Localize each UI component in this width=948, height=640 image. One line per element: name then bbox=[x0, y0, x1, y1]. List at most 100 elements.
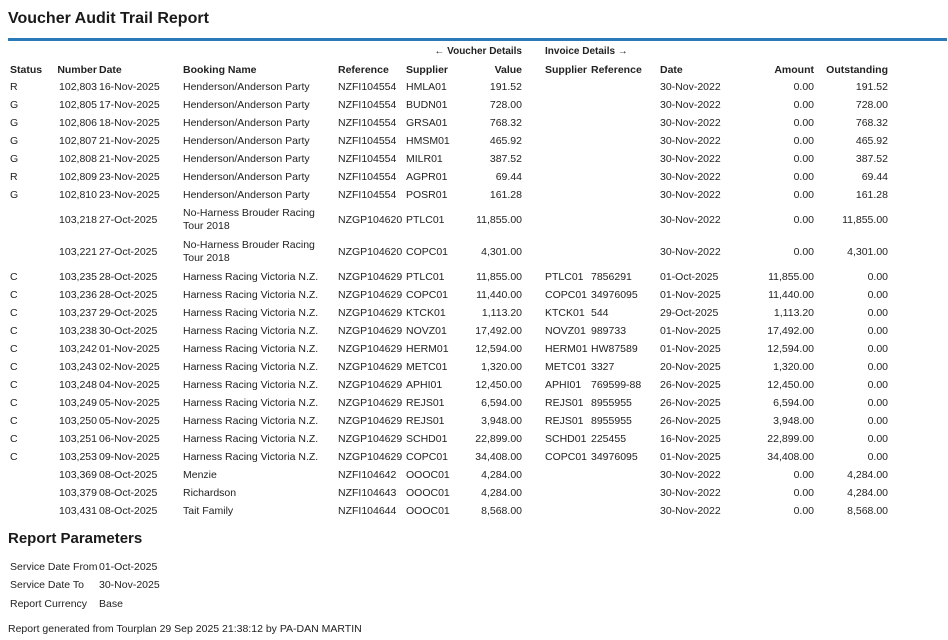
table-cell: 0.00 bbox=[867, 396, 888, 409]
table-cell: NZFI104554 bbox=[338, 80, 397, 93]
table-cell: Henderson/Anderson Party bbox=[183, 170, 310, 183]
table-cell: NZGP104620 bbox=[338, 245, 403, 258]
table-cell: PTLC01 bbox=[406, 213, 445, 226]
table-cell: 30-Nov-2022 bbox=[660, 504, 721, 517]
table-cell: Harness Racing Victoria N.Z. bbox=[183, 414, 319, 427]
table-cell: 4,284.00 bbox=[481, 468, 522, 481]
table-cell: 08-Oct-2025 bbox=[99, 468, 158, 481]
section-title: Report Parameters bbox=[8, 530, 143, 547]
table-cell: NZFI104554 bbox=[338, 116, 397, 129]
table-cell: AGPR01 bbox=[406, 170, 448, 183]
table-cell: 12,450.00 bbox=[475, 378, 522, 391]
table-cell: Henderson/Anderson Party bbox=[183, 98, 310, 111]
table-cell: NZFI104554 bbox=[338, 98, 397, 111]
group-header: ← Voucher Details bbox=[434, 45, 522, 57]
table-cell: Henderson/Anderson Party bbox=[183, 188, 310, 201]
table-cell: 30-Nov-2022 bbox=[660, 213, 721, 226]
table-cell: 103,243 bbox=[59, 360, 97, 373]
table-cell: 11,855.00 bbox=[842, 213, 888, 226]
table-cell: 769599-88 bbox=[591, 378, 642, 391]
table-cell: 12,594.00 bbox=[767, 342, 814, 355]
table-cell: 6,594.00 bbox=[481, 396, 522, 409]
table-cell: 8,568.00 bbox=[847, 504, 888, 517]
table-cell: NZGP104629 bbox=[338, 288, 403, 301]
table-cell: G bbox=[10, 116, 19, 129]
table-cell: Menzie bbox=[183, 468, 217, 481]
table-cell: NZGP104629 bbox=[338, 360, 403, 373]
table-cell: 0.00 bbox=[793, 170, 814, 183]
table-cell: 27-Oct-2025 bbox=[99, 245, 158, 258]
table-cell: 103,250 bbox=[59, 414, 97, 427]
table-cell: Harness Racing Victoria N.Z. bbox=[183, 396, 319, 409]
table-cell: 3,948.00 bbox=[773, 414, 814, 427]
table-cell: 387.52 bbox=[855, 152, 888, 165]
table-cell: C bbox=[10, 450, 18, 463]
table-cell: COPC01 bbox=[545, 288, 588, 301]
title-rule bbox=[8, 38, 947, 41]
table-cell: 22,899.00 bbox=[767, 432, 814, 445]
parameter-value: 01-Oct-2025 bbox=[99, 560, 158, 573]
table-cell: 768.32 bbox=[855, 116, 888, 129]
parameter-value: 30-Nov-2025 bbox=[99, 579, 160, 591]
table-cell: Harness Racing Victoria N.Z. bbox=[183, 342, 319, 355]
table-cell: C bbox=[10, 432, 18, 445]
column-header: Outstanding bbox=[826, 63, 888, 76]
column-header: Status bbox=[10, 63, 43, 76]
table-cell: 17-Nov-2025 bbox=[99, 98, 160, 111]
table-cell: 12,594.00 bbox=[475, 342, 522, 355]
table-cell: Henderson/Anderson Party bbox=[183, 80, 310, 93]
table-cell: C bbox=[10, 324, 18, 337]
table-cell: 30-Nov-2022 bbox=[660, 80, 721, 93]
table-cell: 0.00 bbox=[793, 486, 814, 499]
parameter-label: Service Date From bbox=[10, 560, 98, 573]
table-cell: NZFI104554 bbox=[338, 152, 397, 165]
table-cell: OOOC01 bbox=[406, 486, 450, 499]
table-cell: NZGP104629 bbox=[338, 378, 403, 391]
table-cell: 387.52 bbox=[489, 152, 522, 165]
table-cell: NZFI104554 bbox=[338, 134, 397, 147]
table-cell: C bbox=[10, 342, 18, 355]
table-cell: 103,251 bbox=[59, 432, 97, 445]
table-cell: REJS01 bbox=[406, 414, 445, 427]
table-cell: 0.00 bbox=[793, 116, 814, 129]
table-cell: 0.00 bbox=[793, 468, 814, 481]
table-cell: 34976095 bbox=[591, 288, 638, 301]
table-cell: 29-Oct-2025 bbox=[660, 306, 719, 319]
table-cell: C bbox=[10, 378, 18, 391]
table-cell: NZGP104629 bbox=[338, 324, 403, 337]
table-cell: 30-Oct-2025 bbox=[99, 324, 158, 337]
table-cell: 30-Nov-2022 bbox=[660, 98, 721, 111]
table-cell: C bbox=[10, 414, 18, 427]
column-header: Number bbox=[57, 63, 97, 76]
table-cell: 103,253 bbox=[59, 450, 97, 463]
table-cell: 0.00 bbox=[793, 504, 814, 517]
table-cell: 4,301.00 bbox=[481, 245, 522, 258]
table-cell: 103,218 bbox=[59, 213, 97, 226]
table-cell: NZGP104629 bbox=[338, 342, 403, 355]
column-header: Reference bbox=[338, 63, 389, 76]
table-cell: Henderson/Anderson Party bbox=[183, 152, 310, 165]
table-cell: 30-Nov-2022 bbox=[660, 116, 721, 129]
table-cell: 01-Oct-2025 bbox=[660, 270, 719, 283]
table-cell: 0.00 bbox=[793, 245, 814, 258]
table-cell: POSR01 bbox=[406, 188, 448, 201]
table-cell: 0.00 bbox=[867, 414, 888, 427]
table-cell: 102,808 bbox=[59, 152, 97, 165]
table-cell: NOVZ01 bbox=[406, 324, 447, 337]
table-cell: HMLA01 bbox=[406, 80, 447, 93]
table-cell: APHI01 bbox=[545, 378, 582, 391]
table-cell: R bbox=[10, 80, 18, 93]
table-cell: 102,805 bbox=[59, 98, 97, 111]
table-cell: 05-Nov-2025 bbox=[99, 414, 160, 427]
table-cell: SCHD01 bbox=[545, 432, 587, 445]
table-cell: G bbox=[10, 188, 19, 201]
table-cell: 30-Nov-2022 bbox=[660, 134, 721, 147]
table-cell: 0.00 bbox=[793, 152, 814, 165]
table-cell: G bbox=[10, 134, 19, 147]
table-cell: REJS01 bbox=[406, 396, 445, 409]
table-cell: 09-Nov-2025 bbox=[99, 450, 160, 463]
table-cell: 0.00 bbox=[793, 188, 814, 201]
table-cell: 4,301.00 bbox=[847, 245, 888, 258]
table-cell: 0.00 bbox=[867, 360, 888, 373]
table-cell: 34,408.00 bbox=[767, 450, 814, 463]
